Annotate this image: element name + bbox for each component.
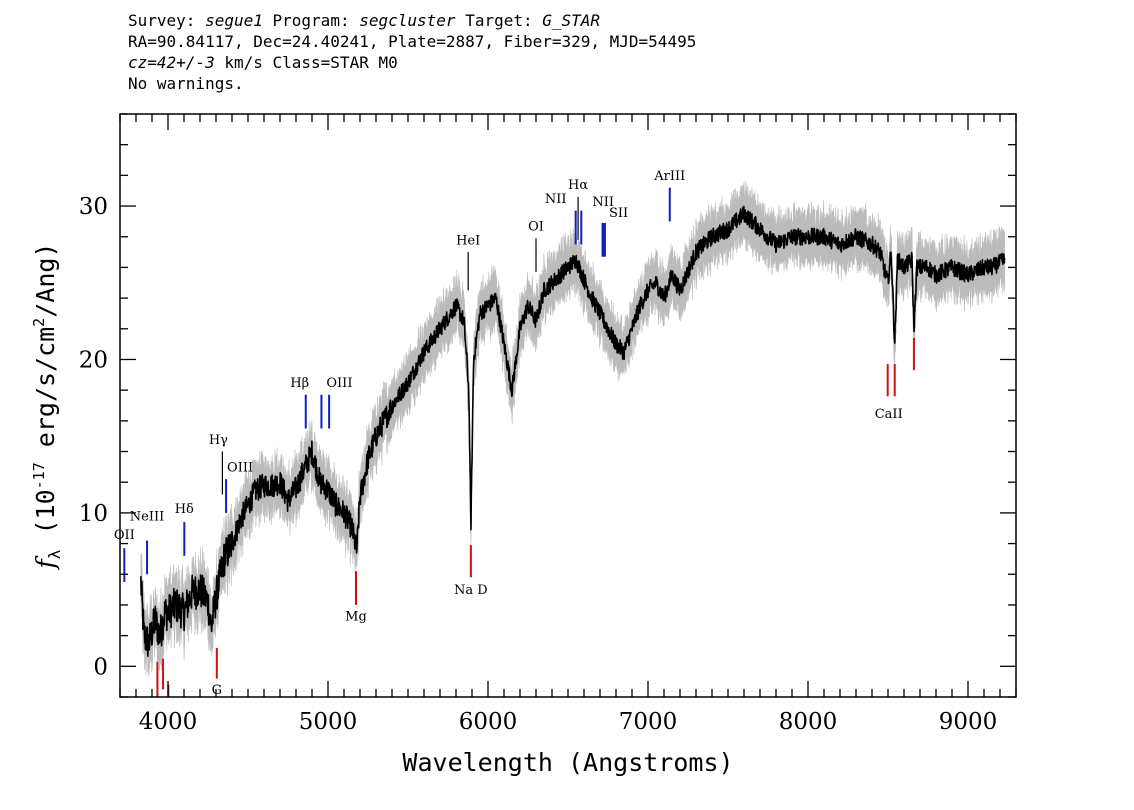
ticks-layer: 4000 5000 6000 7000 8000 9000 0 10 20 30 (79, 113, 1017, 735)
spectral-line-label: G (212, 683, 222, 698)
target-label: Target: (465, 11, 533, 30)
spectral-line-label: NII (545, 192, 567, 207)
spectral-line-label: HeI (456, 233, 480, 248)
spectral-line-label: Na D (454, 583, 488, 598)
x-tick-label: 8000 (779, 709, 838, 735)
x-tick-label: 9000 (939, 709, 998, 735)
spectrum-header: Survey: segue1 Program: segcluster Targe… (128, 10, 696, 94)
header-line-4: No warnings. (128, 74, 244, 93)
spectral-line-label: Mg (345, 609, 367, 624)
spectral-line-label: OI (528, 220, 544, 235)
spectral-line-label: CaII (875, 407, 903, 422)
spectral-line-label: Hγ (209, 433, 228, 448)
program-value: segcluster (359, 11, 456, 30)
y-tick-label: 30 (79, 194, 108, 220)
header-line-2: RA=90.84117, Dec=24.40241, Plate=2887, F… (128, 32, 697, 51)
header-line-3: cz=42+/-3 km/s Class=STAR M0 (128, 52, 696, 73)
spectral-line-label: NeIII (130, 510, 164, 525)
spectral-line-label: ArIII (653, 169, 685, 184)
spectral-line-label: OII (114, 528, 135, 543)
spectral-line-label: Hβ (290, 376, 309, 391)
y-axis-label: fλ (10-17 erg/s/cm2/Ang) (30, 243, 64, 571)
y-tick-label: 10 (79, 501, 108, 527)
spectral-line-label: OIII (326, 376, 352, 391)
spectral-line-label: SII (609, 206, 628, 221)
x-tick-label: 4000 (139, 709, 198, 735)
x-axis-label: Wavelength (Angstroms) (402, 748, 733, 777)
header-line-1: Survey: segue1 Program: segcluster Targe… (128, 10, 696, 31)
x-tick-label: 7000 (619, 709, 678, 735)
survey-value: segue1 (205, 11, 263, 30)
spectral-line-label: OIII (227, 460, 253, 475)
x-tick-label: 6000 (459, 709, 518, 735)
spectral-line-label: Hδ (175, 502, 194, 517)
y-tick-label: 0 (93, 654, 108, 680)
flux-layer (140, 205, 1006, 657)
plot-frame (119, 113, 1017, 698)
redshift-value: cz=42+/-3 (128, 53, 215, 72)
spectral-line-label: NII (592, 195, 614, 210)
flux-line (140, 205, 1006, 657)
y-tick-label: 20 (79, 347, 108, 373)
survey-label: Survey: (128, 11, 196, 30)
x-tick-label: 5000 (299, 709, 358, 735)
spectral-line-label: Hα (568, 178, 588, 193)
class-info: km/s Class=STAR M0 (214, 53, 398, 72)
target-value: G_STAR (542, 11, 601, 30)
program-label: Program: (272, 11, 350, 30)
